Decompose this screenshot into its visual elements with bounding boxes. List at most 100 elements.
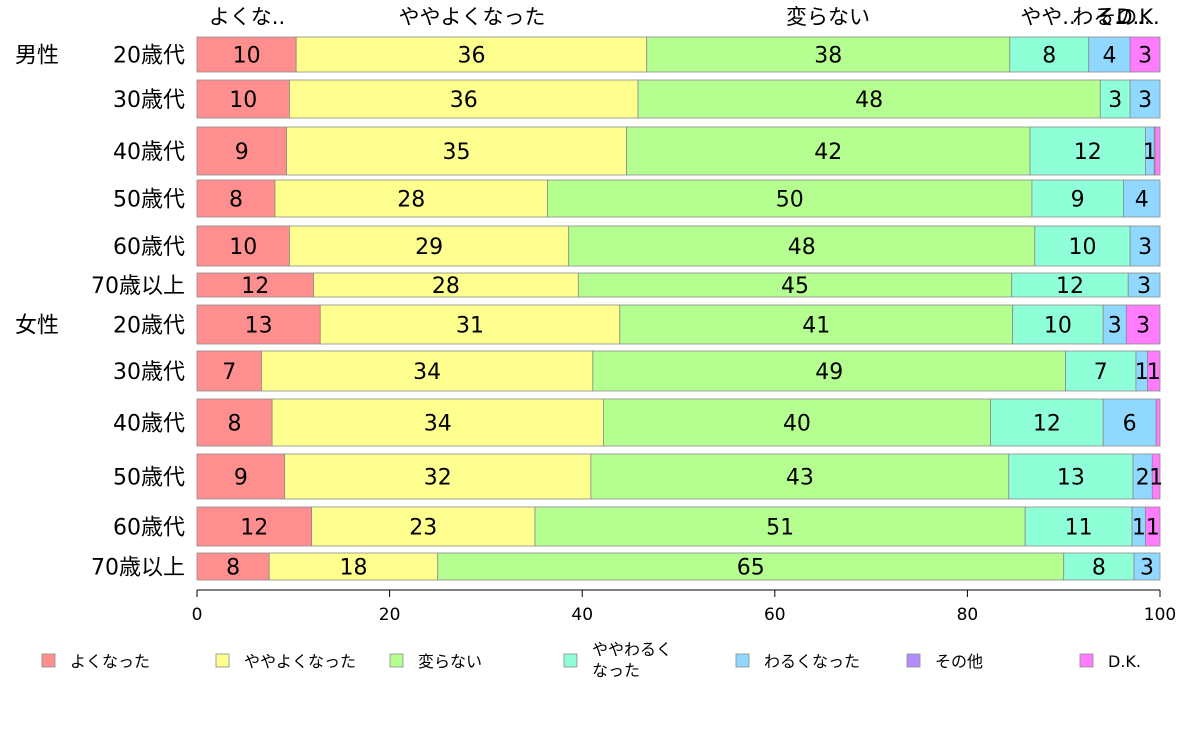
bar-segment	[1102, 398, 1157, 447]
bar-segment	[1154, 126, 1161, 176]
bar-segment	[196, 453, 286, 500]
bar-value-label: 13	[1057, 466, 1085, 491]
bar-segment	[196, 36, 297, 73]
bar-value-label: 42	[814, 140, 842, 165]
bar-segment	[1009, 36, 1090, 73]
bar-value-label: 12	[1074, 140, 1102, 165]
x-axis-tick-label: 0	[192, 605, 203, 625]
bar-segment	[1129, 79, 1161, 119]
bar-segment	[261, 350, 594, 392]
bar-value-label: 9	[1071, 188, 1085, 213]
column-header-label: 変らない	[786, 5, 870, 29]
bar-value-label: 1	[1135, 360, 1149, 385]
bar-value-label: 10	[1068, 235, 1096, 260]
bar-segment	[1008, 453, 1134, 500]
bar-segment	[284, 453, 592, 500]
bar-segment	[1123, 179, 1161, 218]
column-header-label: D.K.	[1116, 5, 1159, 29]
bar-value-label: 1	[1149, 466, 1163, 491]
bar-segment	[196, 225, 290, 267]
bar-value-label: 2	[1136, 466, 1150, 491]
bar-segment	[271, 398, 604, 447]
bar-value-label: 38	[814, 44, 842, 69]
bar-value-label: 41	[802, 314, 830, 339]
bar-value-label: 8	[226, 556, 240, 581]
bar-segment	[1129, 225, 1161, 267]
bar-segment	[196, 126, 287, 176]
bar-segment	[626, 126, 1031, 176]
bar-value-label: 8	[228, 412, 242, 437]
bar-value-label: 7	[222, 360, 236, 385]
bar-value-label: 18	[339, 556, 367, 581]
row-label: 40歳代	[113, 412, 185, 437]
bar-value-label: 4	[1135, 188, 1149, 213]
x-axis-tick-label: 40	[571, 605, 593, 625]
column-header-label: その..	[1095, 5, 1150, 29]
legend-swatch	[215, 653, 230, 668]
bar-segment	[990, 398, 1104, 447]
bar-value-label: 8	[229, 188, 243, 213]
bar-segment	[1133, 552, 1161, 581]
bar-segment	[1011, 272, 1129, 298]
bar-value-label: 48	[855, 88, 883, 113]
legend-label: その他	[935, 652, 983, 671]
row-label: 20歳代	[113, 314, 185, 339]
bar-value-label: 31	[456, 314, 484, 339]
bar-value-label: 12	[1033, 412, 1061, 437]
bar-value-label: 1	[1147, 360, 1161, 385]
bar-value-label: 28	[432, 274, 460, 299]
bar-value-label: 51	[766, 516, 794, 541]
bar-value-label: 9	[235, 140, 249, 165]
bar-segment	[1125, 304, 1161, 345]
bar-value-label: 40	[783, 412, 811, 437]
legend-label-line: ややよくなった	[244, 652, 356, 671]
bar-segment	[1145, 506, 1161, 547]
row-label: 60歳代	[113, 516, 185, 541]
bar-value-label: 8	[1092, 556, 1106, 581]
x-axis-tick-label: 100	[1144, 605, 1176, 625]
row-label: 50歳代	[113, 188, 185, 213]
column-header-label: ややよくなった	[399, 5, 546, 29]
legend-label: 変らない	[418, 652, 482, 671]
bar-segment	[289, 79, 639, 119]
bar-value-label: 8	[1042, 44, 1056, 69]
bar-value-label: 3	[1140, 556, 1154, 581]
bar-value-label: 1	[1143, 140, 1157, 165]
row-label: 20歳代	[113, 44, 185, 69]
bar-segment	[1012, 304, 1104, 345]
bar-value-label: 10	[229, 235, 257, 260]
bar-segment	[1034, 225, 1131, 267]
bar-segment	[311, 506, 536, 547]
legend-label-line: D.K.	[1108, 652, 1141, 671]
row-label: 50歳代	[113, 466, 185, 491]
legend-label-line: よくなった	[70, 652, 150, 671]
x-axis-tick-label: 80	[957, 605, 979, 625]
bar-value-label: 48	[788, 235, 816, 260]
legend-label-line: わるくなった	[764, 652, 860, 671]
bar-segment	[1031, 179, 1124, 218]
bar-segment	[268, 552, 439, 581]
bar-value-label: 7	[1094, 360, 1108, 385]
bar-value-label: 29	[415, 235, 443, 260]
legend-swatch	[563, 653, 578, 668]
bar-segment	[637, 79, 1101, 119]
bar-value-label: 10	[233, 44, 261, 69]
bar-segment	[1024, 506, 1133, 547]
bar-value-label: 3	[1108, 314, 1122, 339]
column-header-label: わる..	[1072, 5, 1127, 29]
bar-value-label: 36	[450, 88, 478, 113]
bar-value-label: 12	[241, 274, 269, 299]
bar-value-label: 11	[1065, 516, 1093, 541]
column-header-label: やや..	[1020, 5, 1075, 29]
legend-label: D.K.	[1108, 652, 1141, 671]
group-label: 女性	[15, 314, 59, 339]
bar-segment	[1129, 36, 1161, 73]
legend-swatch	[735, 653, 750, 668]
bar-segment	[1155, 398, 1161, 447]
bar-segment	[196, 79, 290, 119]
bar-segment	[313, 272, 579, 298]
row-label: 60歳代	[113, 235, 185, 260]
bar-segment	[196, 179, 276, 218]
bar-value-label: 32	[424, 466, 452, 491]
legend-label-line: なった	[592, 661, 640, 680]
